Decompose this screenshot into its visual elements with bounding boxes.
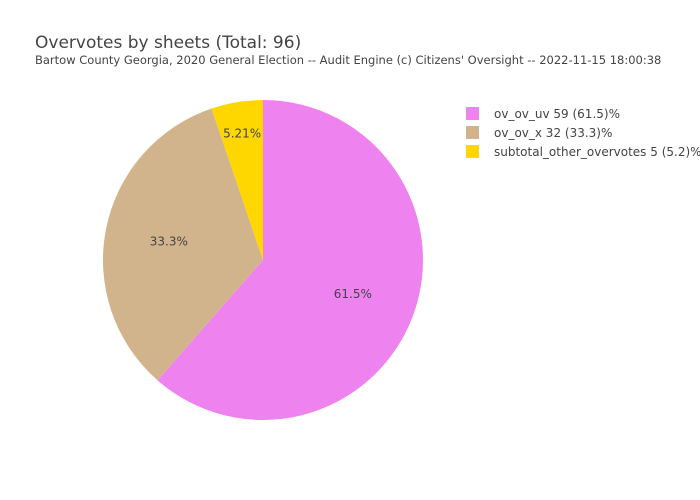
legend-swatch-ov-ov-uv [466,107,479,120]
pie-slice-subtotal-other-overvotes[interactable] [211,100,263,260]
chart-legend: ov_ov_uv 59 (61.5)% ov_ov_x 32 (33.3)% s… [466,104,700,161]
legend-item-subtotal-other-overvotes[interactable]: subtotal_other_overvotes 5 (5.2)% [466,142,700,161]
legend-label-subtotal-other-overvotes: subtotal_other_overvotes 5 (5.2)% [494,144,700,159]
legend-swatch-subtotal-other-overvotes [466,145,479,158]
slice-label-subtotal-other-overvotes: 5.21% [223,127,261,141]
pie-slice-ov-ov-x[interactable] [102,108,263,381]
slice-label-ov-ov-x: 33.3% [150,234,188,248]
legend-item-ov-ov-uv[interactable]: ov_ov_uv 59 (61.5)% [466,104,700,123]
legend-item-ov-ov-x[interactable]: ov_ov_x 32 (33.3)% [466,123,700,142]
legend-label-ov-ov-x: ov_ov_x 32 (33.3)% [494,125,613,140]
slice-label-ov-ov-uv: 61.5% [334,287,372,301]
legend-label-ov-ov-uv: ov_ov_uv 59 (61.5)% [494,106,620,121]
chart-title: Overvotes by sheets (Total: 96) [35,33,302,53]
chart-subtitle: Bartow County Georgia, 2020 General Elec… [35,53,662,67]
legend-swatch-ov-ov-x [466,126,479,139]
pie-slice-ov-ov-uv[interactable] [157,100,423,420]
